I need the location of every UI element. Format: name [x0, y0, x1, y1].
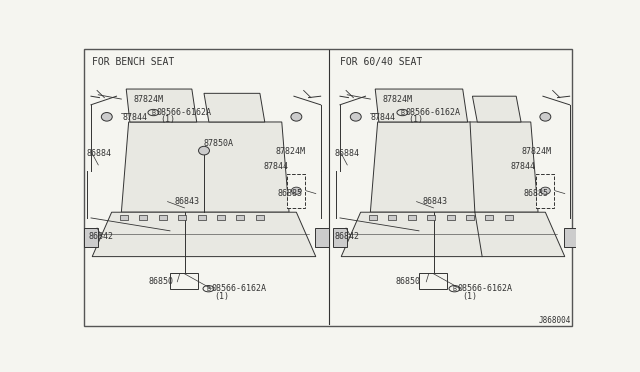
FancyBboxPatch shape: [388, 215, 396, 220]
Polygon shape: [371, 122, 538, 212]
Text: (1): (1): [408, 115, 423, 125]
FancyBboxPatch shape: [333, 228, 348, 247]
FancyBboxPatch shape: [256, 215, 264, 220]
FancyBboxPatch shape: [217, 215, 225, 220]
FancyBboxPatch shape: [315, 228, 329, 247]
Text: B: B: [401, 109, 404, 116]
Text: 87844: 87844: [511, 162, 536, 171]
FancyBboxPatch shape: [84, 49, 572, 326]
Ellipse shape: [198, 146, 209, 155]
Text: B: B: [152, 109, 156, 116]
Text: 87824M: 87824M: [276, 147, 306, 156]
FancyBboxPatch shape: [120, 215, 128, 220]
FancyBboxPatch shape: [408, 215, 415, 220]
Text: FOR 60/40 SEAT: FOR 60/40 SEAT: [340, 57, 422, 67]
FancyBboxPatch shape: [178, 215, 186, 220]
Text: (1): (1): [214, 292, 229, 301]
Text: 87844: 87844: [264, 162, 289, 171]
Text: B: B: [207, 286, 211, 292]
FancyBboxPatch shape: [486, 215, 493, 220]
Text: 86842: 86842: [88, 232, 113, 241]
FancyBboxPatch shape: [536, 173, 554, 208]
Text: 08566-6162A: 08566-6162A: [157, 108, 212, 117]
FancyBboxPatch shape: [564, 228, 578, 247]
Ellipse shape: [540, 112, 551, 121]
FancyBboxPatch shape: [140, 215, 147, 220]
FancyBboxPatch shape: [159, 215, 166, 220]
Text: J868004: J868004: [539, 316, 571, 325]
Polygon shape: [375, 89, 468, 122]
FancyBboxPatch shape: [447, 215, 454, 220]
Ellipse shape: [291, 112, 302, 121]
Ellipse shape: [291, 187, 301, 194]
Text: 86885: 86885: [277, 189, 303, 198]
FancyBboxPatch shape: [369, 215, 377, 220]
Text: 87844: 87844: [122, 113, 147, 122]
FancyBboxPatch shape: [237, 215, 244, 220]
Text: (1): (1): [462, 292, 477, 301]
FancyBboxPatch shape: [427, 215, 435, 220]
FancyBboxPatch shape: [466, 215, 474, 220]
Ellipse shape: [350, 112, 361, 121]
Polygon shape: [472, 96, 521, 122]
Polygon shape: [92, 212, 316, 257]
Text: 08566-6162A: 08566-6162A: [212, 284, 267, 293]
Text: 86885: 86885: [524, 189, 549, 198]
FancyBboxPatch shape: [170, 273, 198, 289]
Text: 86843: 86843: [174, 197, 199, 206]
Ellipse shape: [101, 112, 112, 121]
Text: 86850: 86850: [396, 277, 421, 286]
Text: FOR BENCH SEAT: FOR BENCH SEAT: [92, 57, 175, 67]
Polygon shape: [122, 122, 289, 212]
FancyBboxPatch shape: [84, 228, 99, 247]
Polygon shape: [341, 212, 564, 257]
Text: 86850: 86850: [148, 277, 173, 286]
Text: 87824M: 87824M: [522, 147, 552, 156]
Text: 86843: 86843: [422, 197, 447, 206]
Text: (1): (1): [161, 115, 175, 125]
FancyBboxPatch shape: [419, 273, 447, 289]
Polygon shape: [126, 89, 196, 122]
Text: B: B: [452, 286, 456, 292]
Text: 08566-6162A: 08566-6162A: [458, 284, 513, 293]
Ellipse shape: [540, 187, 550, 194]
Text: 86842: 86842: [335, 232, 360, 241]
Polygon shape: [204, 93, 265, 122]
Text: 86884: 86884: [335, 149, 360, 158]
Text: 87824M: 87824M: [134, 94, 164, 103]
Text: 87850A: 87850A: [204, 139, 234, 148]
Text: 86884: 86884: [87, 149, 112, 158]
Text: 87824M: 87824M: [383, 94, 413, 103]
FancyBboxPatch shape: [287, 173, 305, 208]
Text: 08566-6162A: 08566-6162A: [406, 108, 461, 117]
Text: 87844: 87844: [370, 113, 395, 122]
FancyBboxPatch shape: [198, 215, 205, 220]
FancyBboxPatch shape: [505, 215, 513, 220]
